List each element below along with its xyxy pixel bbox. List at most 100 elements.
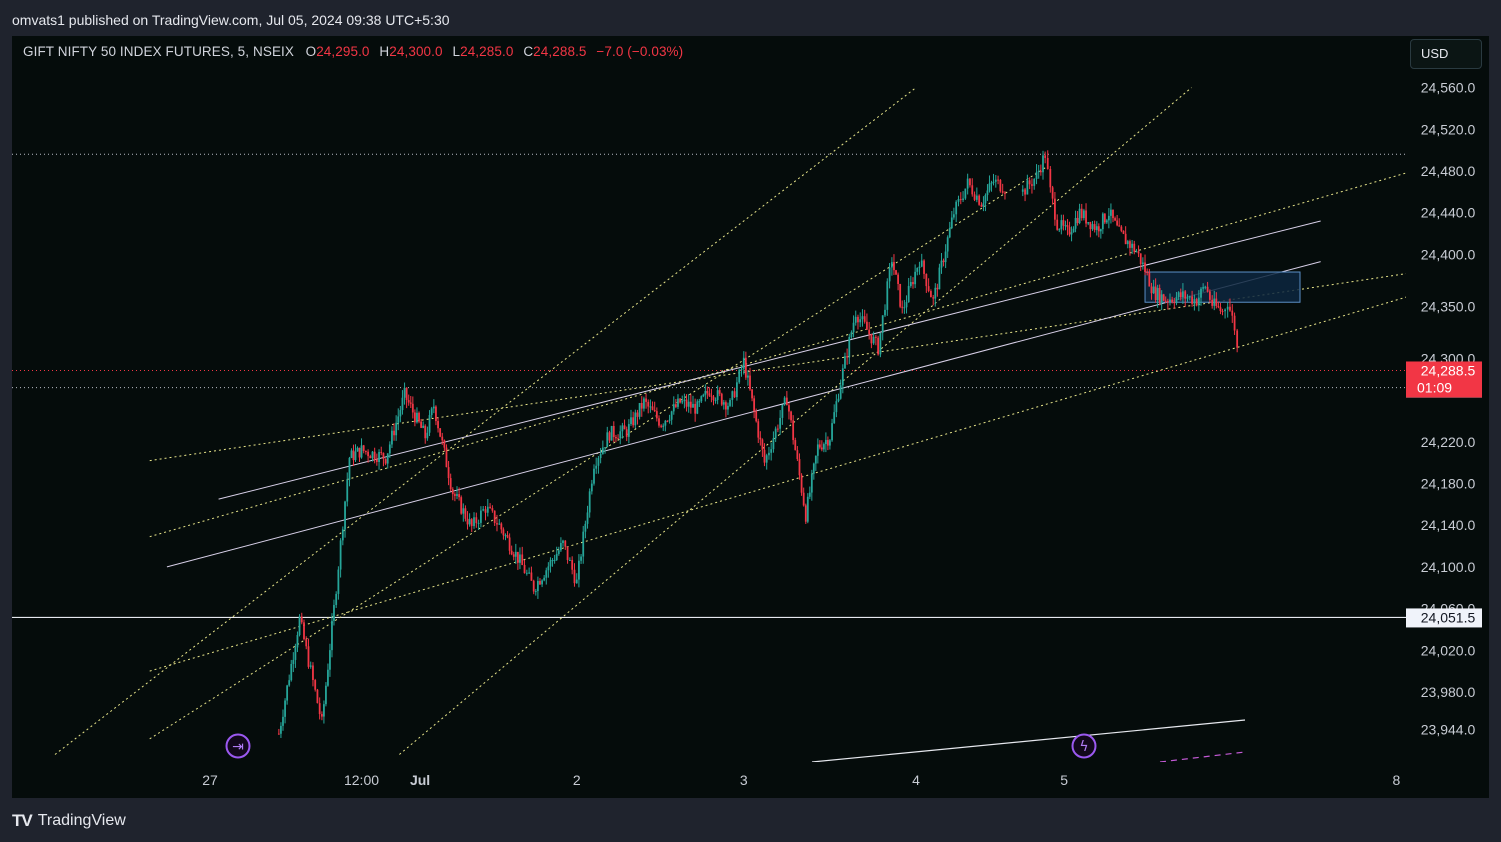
candle[interactable]	[300, 612, 303, 625]
candle[interactable]	[384, 458, 387, 466]
candle[interactable]	[428, 410, 431, 437]
projection-dashed-line[interactable]	[1159, 751, 1246, 762]
candle[interactable]	[708, 387, 711, 397]
candle[interactable]	[584, 520, 587, 539]
candle[interactable]	[677, 394, 679, 409]
candle[interactable]	[724, 400, 727, 418]
candle[interactable]	[1112, 209, 1114, 223]
candle[interactable]	[318, 697, 321, 720]
candle[interactable]	[305, 636, 308, 650]
candle[interactable]	[727, 402, 729, 415]
candle[interactable]	[1139, 253, 1142, 271]
candle[interactable]	[475, 512, 478, 528]
candle[interactable]	[643, 396, 645, 412]
candle[interactable]	[323, 700, 325, 724]
candle[interactable]	[346, 472, 349, 507]
candle[interactable]	[617, 434, 619, 440]
candle[interactable]	[1058, 228, 1061, 233]
candle[interactable]	[761, 438, 764, 457]
candle[interactable]	[994, 174, 997, 188]
candle[interactable]	[352, 444, 355, 466]
candle[interactable]	[456, 486, 458, 500]
candle[interactable]	[551, 558, 554, 567]
candle[interactable]	[866, 313, 868, 330]
candle[interactable]	[822, 442, 825, 453]
candle[interactable]	[872, 331, 875, 345]
candle[interactable]	[718, 387, 721, 397]
trendline[interactable]	[218, 220, 1321, 500]
candle[interactable]	[578, 554, 580, 588]
candle[interactable]	[303, 619, 305, 641]
candle[interactable]	[986, 184, 989, 201]
candle[interactable]	[282, 709, 284, 731]
candle[interactable]	[595, 457, 598, 474]
candle[interactable]	[356, 446, 359, 452]
candle[interactable]	[932, 294, 935, 306]
candle[interactable]	[879, 332, 882, 358]
candle[interactable]	[566, 546, 569, 564]
candle[interactable]	[765, 453, 768, 470]
candle[interactable]	[432, 399, 435, 414]
candle[interactable]	[627, 419, 630, 444]
candle[interactable]	[443, 439, 446, 451]
candle[interactable]	[710, 388, 713, 403]
candle[interactable]	[1107, 208, 1110, 229]
candle[interactable]	[884, 304, 886, 318]
candle[interactable]	[502, 527, 505, 540]
candle[interactable]	[662, 423, 665, 431]
candle[interactable]	[1031, 178, 1033, 194]
range-box[interactable]	[1144, 271, 1301, 303]
candle[interactable]	[955, 200, 958, 223]
candle[interactable]	[755, 408, 758, 423]
candle[interactable]	[1217, 301, 1220, 309]
candle[interactable]	[844, 352, 846, 369]
candle[interactable]	[816, 438, 819, 464]
candle[interactable]	[388, 441, 391, 458]
candle[interactable]	[800, 473, 803, 496]
candle[interactable]	[694, 398, 697, 422]
candle[interactable]	[1049, 166, 1052, 193]
candle[interactable]	[971, 178, 974, 197]
candle[interactable]	[742, 351, 745, 375]
candle[interactable]	[1026, 174, 1029, 195]
candle[interactable]	[407, 394, 410, 406]
candle[interactable]	[420, 418, 422, 429]
candle[interactable]	[980, 202, 983, 208]
candle[interactable]	[462, 503, 465, 522]
candle[interactable]	[779, 410, 782, 435]
candle[interactable]	[733, 387, 736, 399]
candle[interactable]	[984, 193, 987, 212]
trendline[interactable]	[149, 168, 1424, 538]
candle[interactable]	[393, 423, 395, 441]
candle[interactable]	[1042, 150, 1044, 180]
candle[interactable]	[1188, 295, 1191, 301]
candle[interactable]	[610, 425, 613, 441]
candle[interactable]	[749, 367, 751, 391]
candle[interactable]	[508, 533, 511, 555]
candle[interactable]	[852, 315, 855, 338]
candle[interactable]	[907, 277, 910, 303]
candle[interactable]	[798, 453, 801, 480]
candle[interactable]	[314, 678, 317, 692]
candle[interactable]	[437, 417, 439, 433]
candle[interactable]	[562, 539, 564, 547]
candle[interactable]	[909, 275, 912, 288]
candle[interactable]	[978, 194, 981, 206]
candle[interactable]	[1085, 203, 1087, 228]
candle[interactable]	[854, 310, 857, 326]
candle[interactable]	[621, 422, 624, 439]
candle[interactable]	[500, 522, 503, 534]
candle[interactable]	[1046, 150, 1049, 170]
trendline[interactable]	[399, 87, 1192, 755]
candle[interactable]	[534, 588, 537, 596]
candle[interactable]	[1021, 185, 1024, 197]
candle[interactable]	[555, 546, 558, 561]
candle[interactable]	[480, 506, 482, 528]
candle[interactable]	[802, 487, 805, 507]
candle[interactable]	[899, 283, 902, 309]
candle[interactable]	[936, 283, 939, 297]
candle[interactable]	[744, 351, 747, 380]
candle[interactable]	[1122, 230, 1125, 235]
candle[interactable]	[424, 424, 427, 444]
candle[interactable]	[630, 409, 632, 426]
